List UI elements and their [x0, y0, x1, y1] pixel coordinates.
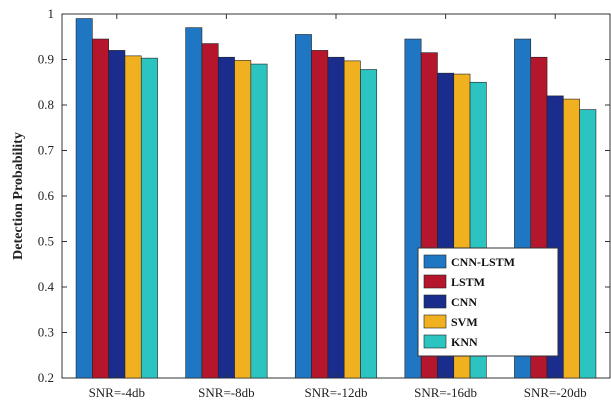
x-category-label: SNR=-20db: [524, 385, 587, 400]
bar-svm: [563, 98, 580, 379]
bar-knn: [579, 109, 597, 379]
x-category-label: SNR=-4db: [89, 385, 145, 400]
bar-svm: [343, 60, 361, 379]
bar-knn: [140, 57, 158, 379]
legend: CNN-LSTM LSTM CNN SVM KNN: [417, 247, 559, 357]
legend-label: SVM: [451, 315, 478, 329]
y-tick-label: 0.5: [38, 234, 54, 249]
bar-svm: [124, 55, 142, 379]
bar-knn: [360, 69, 378, 379]
legend-swatch: [423, 314, 447, 329]
bar-cnn-lstm: [75, 18, 93, 379]
legend-label: KNN: [451, 335, 478, 349]
y-tick-label: 0.2: [38, 370, 54, 385]
y-axis-title: Detection Probability: [11, 132, 26, 260]
bar-svm: [234, 60, 252, 379]
legend-label: CNN-LSTM: [451, 255, 515, 269]
legend-label: CNN: [451, 295, 477, 309]
bars-layer: [75, 18, 597, 379]
legend-swatch: [423, 334, 447, 349]
bar-cnn-lstm: [294, 34, 312, 379]
x-category-label: SNR=-12db: [305, 385, 368, 400]
y-tick-label: 1: [48, 6, 55, 21]
bar-lstm: [311, 50, 329, 379]
y-axis-ticks: 0.2 0.3 0.4 0.5 0.6 0.7 0.8 0.9 1: [38, 6, 610, 385]
y-tick-label: 0.3: [38, 325, 54, 340]
legend-label: LSTM: [451, 275, 485, 289]
bar-cnn: [108, 50, 126, 379]
legend-swatch: [423, 254, 447, 269]
legend-swatch: [423, 294, 447, 309]
bar-lstm: [201, 43, 219, 379]
x-axis-ticks: SNR=-4db SNR=-8db SNR=-12db SNR=-16db SNR=-2…: [89, 14, 587, 400]
bar-cnn-lstm: [185, 27, 203, 379]
y-tick-label: 0.8: [38, 97, 54, 112]
bar-cnn: [217, 56, 235, 379]
legend-swatch: [423, 274, 447, 289]
y-tick-label: 0.4: [38, 279, 55, 294]
x-category-label: SNR=-8db: [198, 385, 254, 400]
bar-cnn: [327, 56, 345, 379]
bar-knn: [250, 63, 268, 379]
y-tick-label: 0.7: [38, 143, 55, 158]
y-tick-label: 0.6: [38, 188, 55, 203]
x-category-label: SNR=-16db: [414, 385, 477, 400]
bar-lstm: [92, 38, 109, 379]
y-tick-label: 0.9: [38, 52, 54, 67]
